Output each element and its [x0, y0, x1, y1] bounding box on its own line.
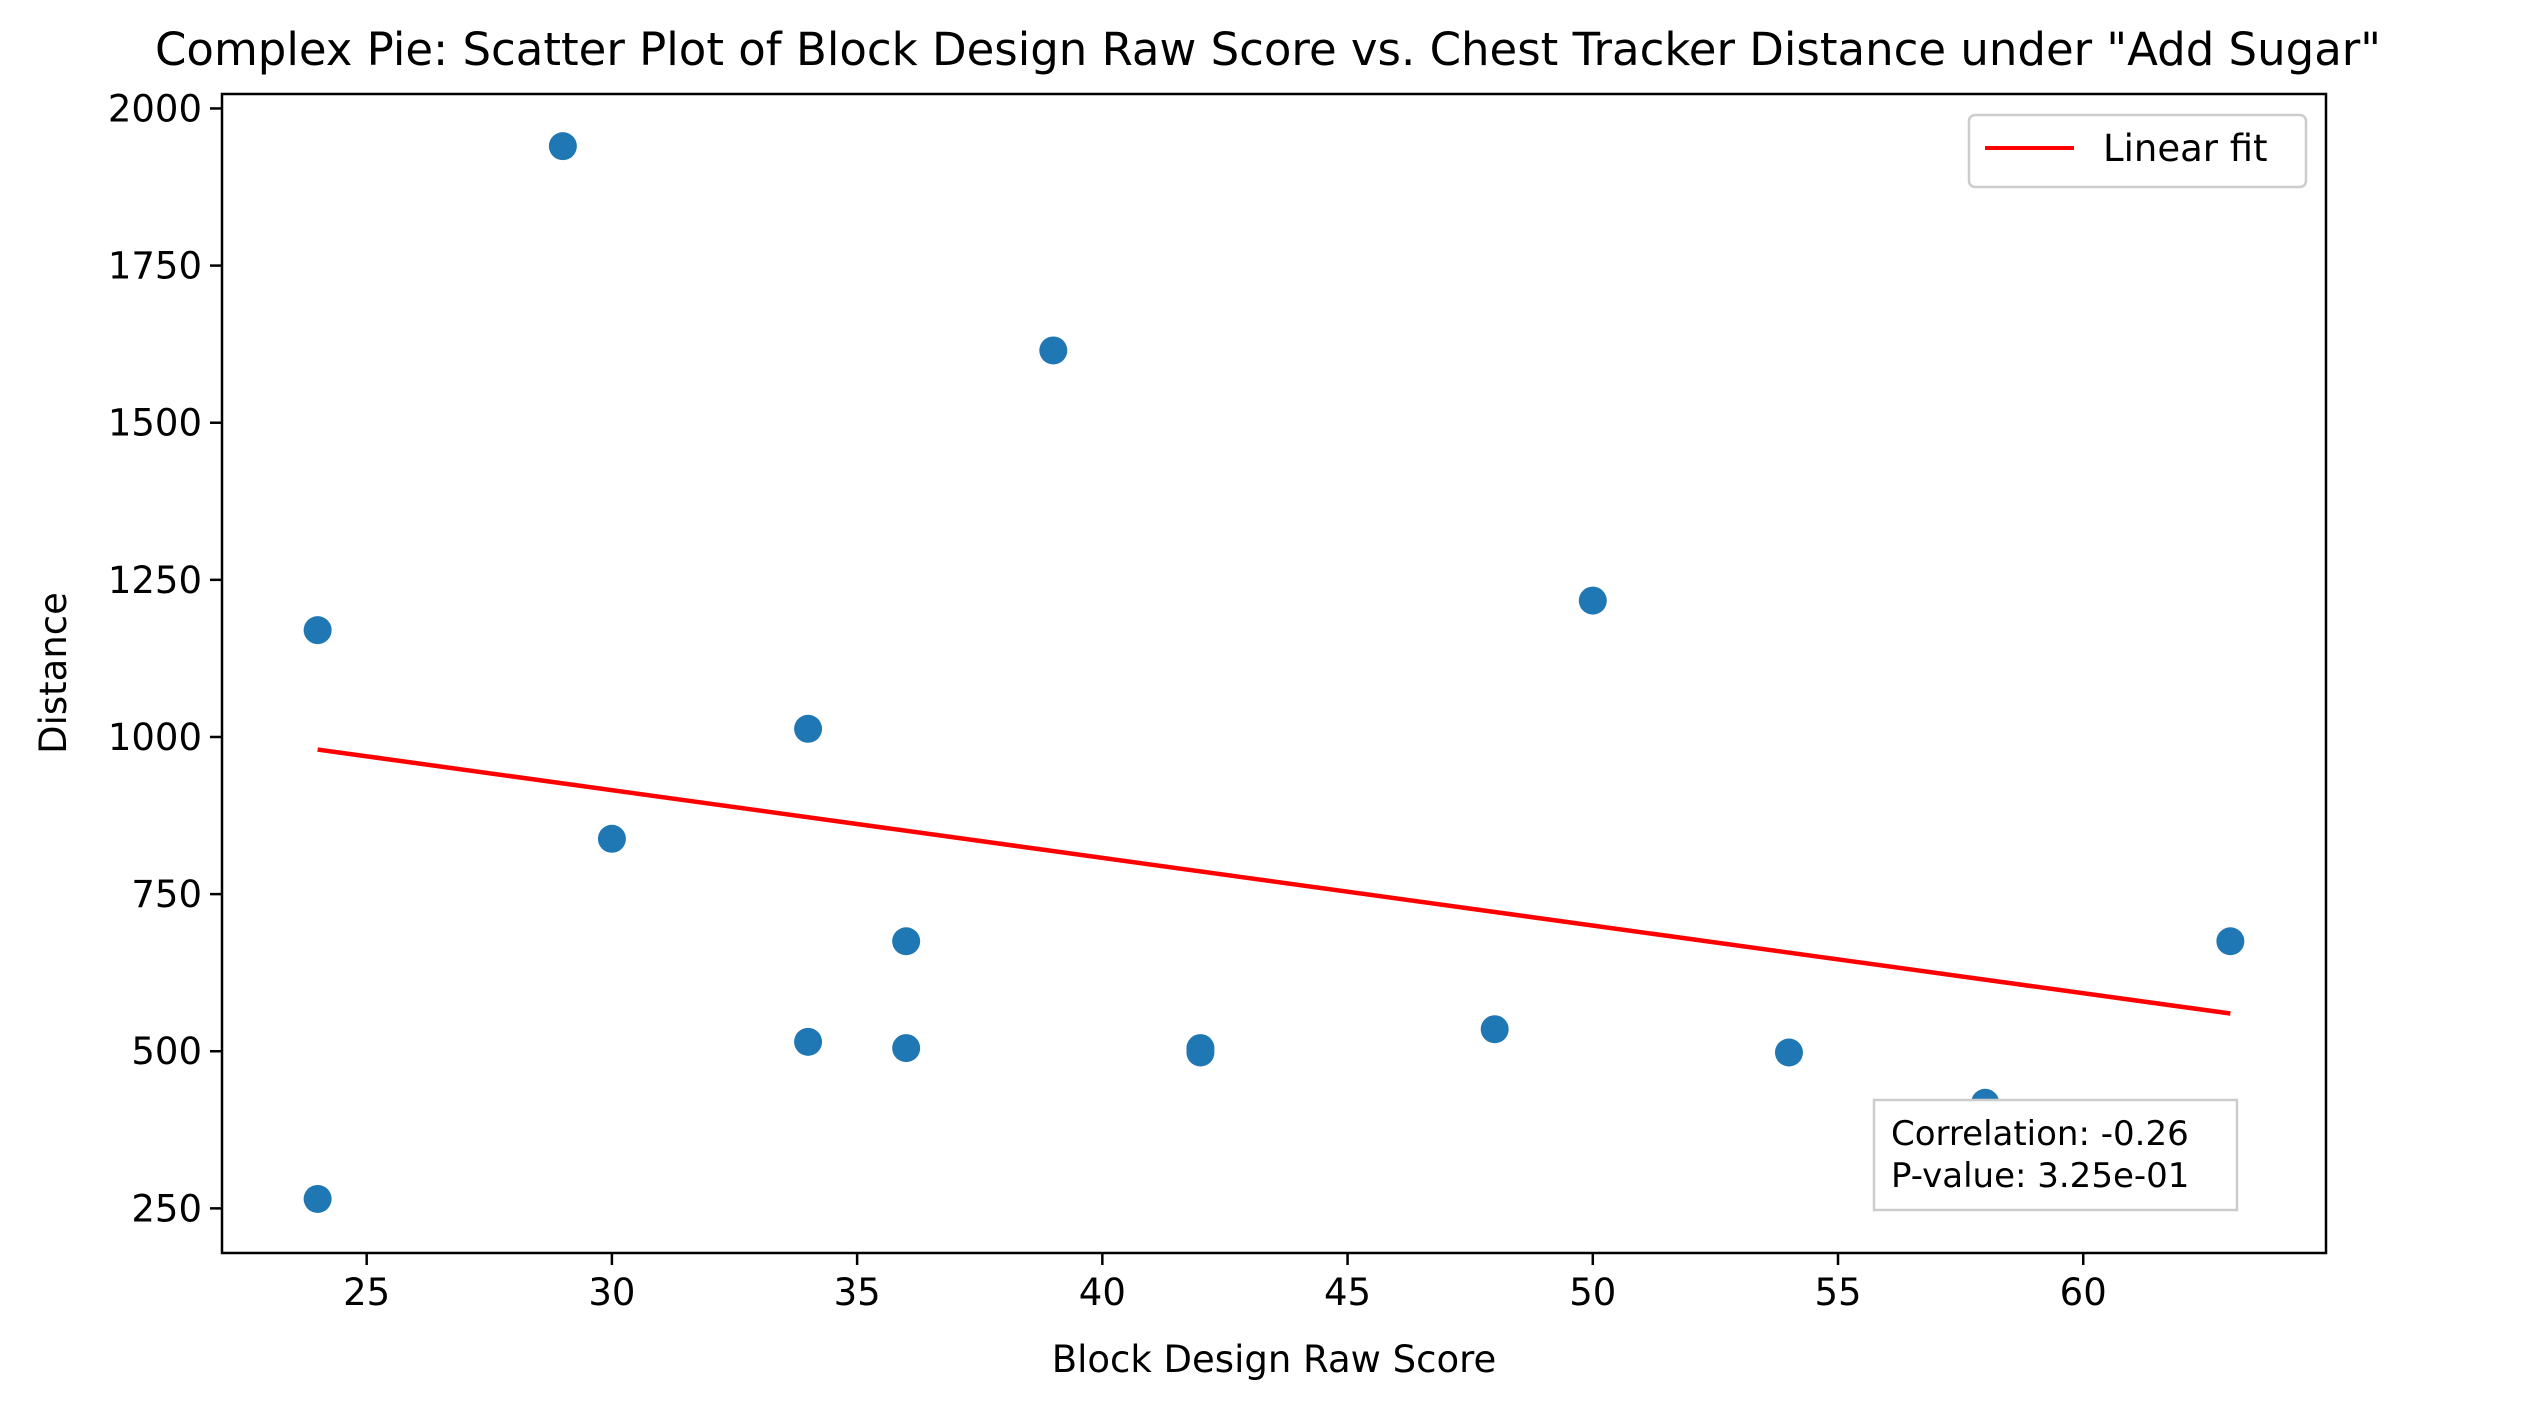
plot-area-frame: [220, 92, 2328, 1255]
y-tick-label: 1000: [108, 716, 202, 759]
correlation-text: Correlation: -0.26: [1891, 1114, 2189, 1154]
y-tick-label: 1750: [108, 245, 202, 288]
y-tick-label: 250: [131, 1187, 202, 1230]
scatter-point: [1774, 1038, 1803, 1067]
x-tick-label: 40: [1079, 1271, 1126, 1314]
scatter-point: [303, 1184, 332, 1213]
scatter-points-layer: [303, 132, 2245, 1213]
y-tick-label: 2000: [108, 87, 202, 130]
x-tick-label: 30: [588, 1271, 635, 1314]
y-tick-label: 500: [131, 1030, 202, 1073]
y-axis-ticks: 250 500 750 1000 1250 1500 1750 2000: [108, 87, 222, 1230]
y-tick-label: 1500: [108, 402, 202, 445]
y-tick-label: 750: [131, 873, 202, 916]
scatter-point: [303, 616, 332, 645]
scatter-point: [892, 927, 921, 956]
y-tick-label: 1250: [108, 559, 202, 602]
scatter-point: [794, 714, 823, 743]
y-axis-label: Distance: [32, 592, 75, 754]
scatter-point: [1578, 586, 1607, 615]
x-axis-ticks: 25 30 35 40 45 50 55 60: [343, 1253, 2107, 1314]
scatter-point: [548, 132, 577, 161]
legend-box: [1967, 113, 2308, 189]
x-tick-label: 50: [1569, 1271, 1616, 1314]
stats-box: [1872, 1098, 2239, 1212]
x-tick-label: 60: [2060, 1271, 2107, 1314]
scatter-point: [1186, 1038, 1215, 1067]
legend-label-linear-fit: Linear fit: [2103, 127, 2268, 170]
x-tick-label: 25: [343, 1271, 390, 1314]
x-tick-label: 55: [1814, 1271, 1861, 1314]
linear-fit-line: [317, 747, 2231, 1016]
scatter-point: [794, 1027, 823, 1056]
scatter-point: [597, 824, 626, 853]
scatter-point: [1480, 1015, 1509, 1044]
legend: Linear fit: [1967, 113, 2308, 189]
x-tick-label: 35: [834, 1271, 881, 1314]
scatter-point: [2216, 927, 2245, 956]
linear-fit-layer: [317, 747, 2231, 1016]
scatter-point: [1039, 336, 1068, 365]
p-value-text: P-value: 3.25e-01: [1891, 1156, 2189, 1196]
x-axis-label: Block Design Raw Score: [1052, 1338, 1497, 1381]
stats-annotation: Correlation: -0.26 P-value: 3.25e-01: [1872, 1098, 2239, 1212]
scatter-point: [892, 1034, 921, 1063]
x-tick-label: 45: [1324, 1271, 1371, 1314]
chart-title: Complex Pie: Scatter Plot of Block Desig…: [155, 23, 2381, 76]
